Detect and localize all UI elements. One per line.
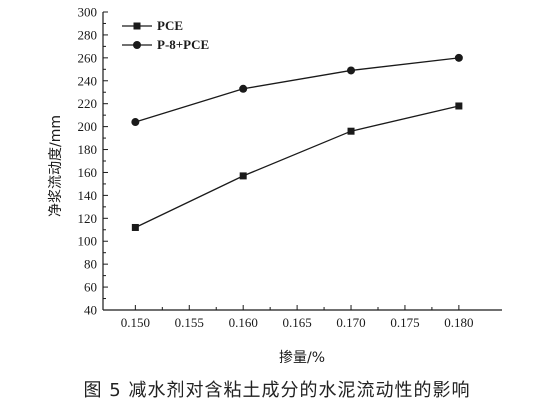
legend-label-pce: PCE (157, 18, 183, 33)
legend-label-p8pce: P-8+PCE (157, 37, 209, 52)
y-tick-label: 120 (78, 211, 98, 226)
y-tick-label: 260 (78, 50, 98, 65)
x-tick-label: 0.165 (282, 315, 311, 330)
data-point-pce (347, 127, 355, 135)
y-tick-label: 100 (78, 234, 98, 249)
y-tick-label: 60 (84, 280, 97, 295)
legend-marker-pce (133, 22, 141, 30)
y-tick-label: 240 (78, 73, 98, 88)
y-tick-label: 140 (78, 188, 98, 203)
data-point-pce (131, 223, 139, 231)
y-tick-label: 180 (78, 142, 98, 157)
x-axis-ticks: 0.150 0.155 0.160 0.165 0.170 0.175 0.180 (121, 305, 473, 330)
data-point-p8pce (454, 53, 463, 62)
y-tick-label: 200 (78, 119, 98, 134)
x-axis-label: 掺量/% (279, 349, 325, 366)
y-tick-label: 300 (78, 5, 98, 20)
data-point-p8pce (239, 84, 248, 93)
y-axis-ticks: 40 60 80 100 120 140 160 180 200 220 240 260 280 300 (78, 5, 108, 318)
figure-caption: 图 5 减水剂对含粘土成分的水泥流动性的影响 (83, 380, 471, 401)
y-tick-label: 160 (78, 165, 98, 180)
x-tick-label: 0.160 (229, 315, 258, 330)
y-tick-label: 80 (84, 257, 97, 272)
y-axis-label: 净浆流动度/mm (48, 115, 64, 217)
series-layer (131, 53, 463, 231)
data-point-p8pce (131, 118, 140, 127)
axes (102, 12, 502, 311)
legend: PCE P-8+PCE (122, 18, 209, 52)
chart: 406080100120140160180200220240260280300 … (48, 5, 502, 366)
y-tick-label: 220 (78, 96, 98, 111)
x-tick-label: 0.175 (390, 315, 419, 330)
y-tick-label: 280 (78, 27, 98, 42)
data-point-pce (455, 102, 463, 110)
series-line-pce (135, 105, 460, 229)
x-tick-label: 0.180 (444, 315, 473, 330)
x-tick-label: 0.150 (121, 315, 150, 330)
x-tick-label: 0.155 (175, 315, 204, 330)
data-point-p8pce (347, 66, 356, 75)
data-point-pce (239, 172, 247, 180)
series-line-p8pce (135, 57, 459, 123)
legend-marker-p8pce (133, 41, 141, 49)
x-tick-label: 0.170 (336, 315, 365, 330)
y-tick-label: 40 (84, 303, 97, 318)
